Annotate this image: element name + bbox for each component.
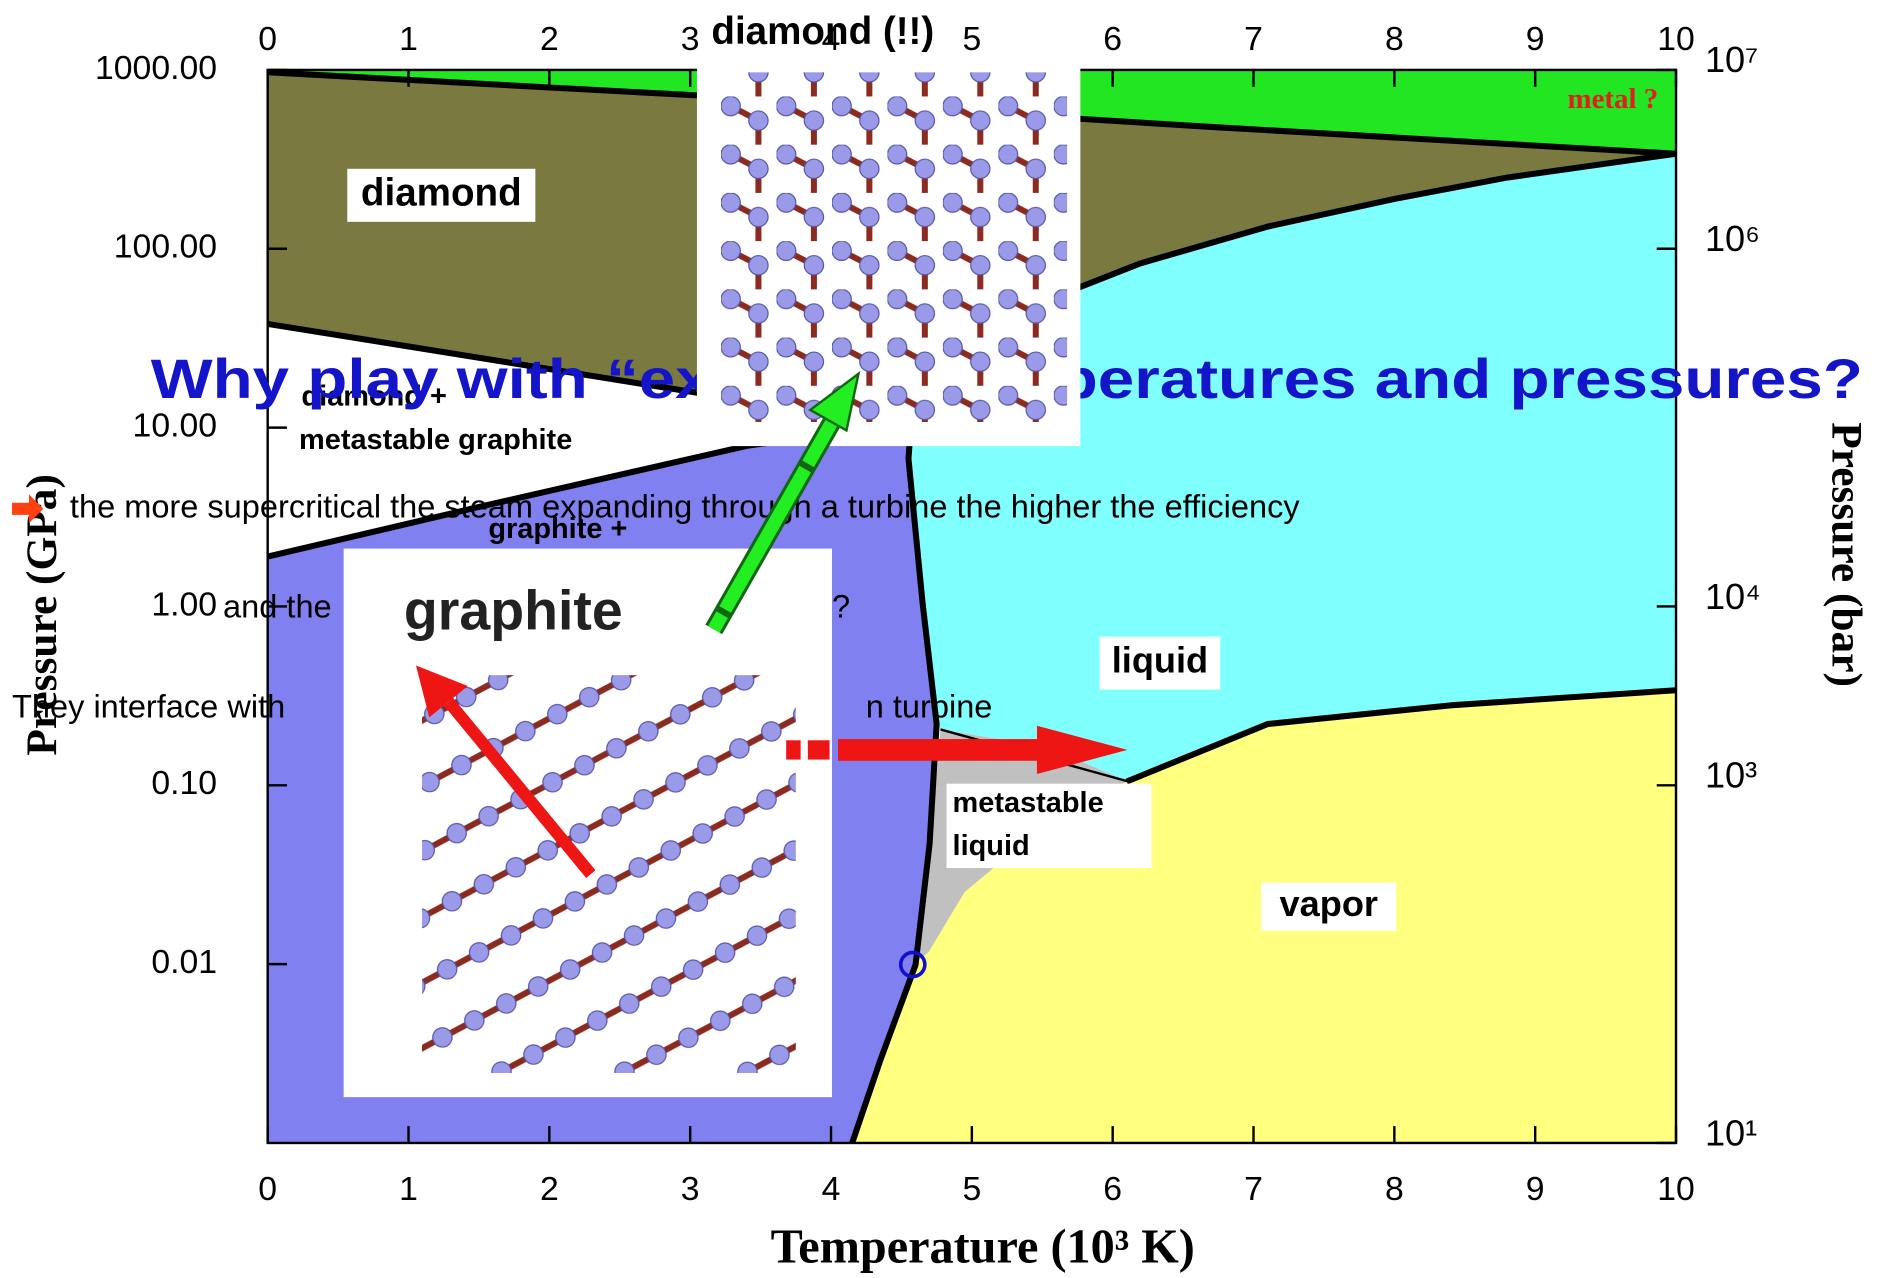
x-tick-label: 7 — [1244, 1170, 1263, 1208]
bullet-text: and the — [223, 588, 332, 624]
x-tick-label: 8 — [1385, 1170, 1404, 1208]
y2-tick-label: 10¹ — [1705, 1112, 1757, 1153]
region-label: liquid — [953, 830, 1030, 862]
bullet-text: n turbine — [866, 689, 993, 725]
x-axis-title: Temperature (10³ K) — [771, 1221, 1195, 1274]
x-tick-label: 5 — [962, 20, 981, 58]
x-tick-label: 2 — [540, 20, 559, 58]
y-tick-label: 1000.00 — [95, 49, 217, 87]
x-tick-label: 2 — [540, 1170, 559, 1208]
x-tick-label: 0 — [258, 20, 277, 58]
y-tick-label: 1.00 — [151, 585, 217, 623]
diamond-image — [697, 58, 1080, 446]
arrow-dash — [808, 740, 830, 759]
y2-tick-label: 10⁴ — [1705, 576, 1761, 617]
diamond-lattice — [717, 72, 1067, 422]
page: 0011223344556677889910100.010.101.0010.0… — [0, 0, 1881, 1278]
slide: 0011223344556677889910100.010.101.0010.0… — [0, 0, 1881, 1278]
region-label: metastable graphite — [299, 424, 572, 456]
bullet-text: They interface with — [12, 689, 285, 725]
x-tick-label: 3 — [681, 20, 700, 58]
image-caption: graphite — [404, 580, 623, 642]
arrow-shaft — [838, 739, 1043, 761]
y2-tick-label: 10³ — [1705, 755, 1757, 796]
x-tick-label: 0 — [258, 1170, 277, 1208]
bullet-text: the more supercritical the steam expandi… — [70, 488, 1300, 524]
x-tick-label: 3 — [681, 1170, 700, 1208]
y-tick-label: 0.10 — [151, 764, 217, 802]
bullet-text: ? — [832, 588, 850, 624]
x-tick-label: 6 — [1103, 1170, 1122, 1208]
x-tick-label: 10 — [1657, 20, 1695, 58]
x-tick-label: 10 — [1657, 1170, 1695, 1208]
y-tick-label: 100.00 — [114, 228, 217, 266]
x-tick-label: 5 — [962, 1170, 981, 1208]
arrow-dash — [786, 740, 800, 759]
x-tick-label: 4 — [822, 1170, 841, 1208]
y2-axis-title: Pressure (bar) — [1822, 422, 1870, 687]
region-label: vapor — [1280, 883, 1378, 924]
x-tick-label: 1 — [399, 20, 418, 58]
region-label: metastable — [953, 787, 1104, 819]
x-tick-label: 7 — [1244, 20, 1263, 58]
y-tick-label: 0.01 — [151, 943, 217, 981]
x-tick-label: 6 — [1103, 20, 1122, 58]
y2-tick-label: 10⁷ — [1705, 39, 1758, 80]
region-label: diamond — [361, 172, 522, 215]
x-tick-label: 9 — [1526, 1170, 1545, 1208]
x-tick-label: 9 — [1526, 20, 1545, 58]
x-tick-label: 8 — [1385, 20, 1404, 58]
region-label: liquid — [1112, 640, 1208, 681]
region-label: metal ? — [1568, 83, 1659, 115]
image-caption: diamond (!!) — [711, 10, 934, 53]
graphite-image: graphite — [344, 549, 832, 1098]
y2-tick-label: 10⁶ — [1705, 218, 1760, 259]
y-tick-label: 10.00 — [133, 407, 217, 445]
x-tick-label: 1 — [399, 1170, 418, 1208]
